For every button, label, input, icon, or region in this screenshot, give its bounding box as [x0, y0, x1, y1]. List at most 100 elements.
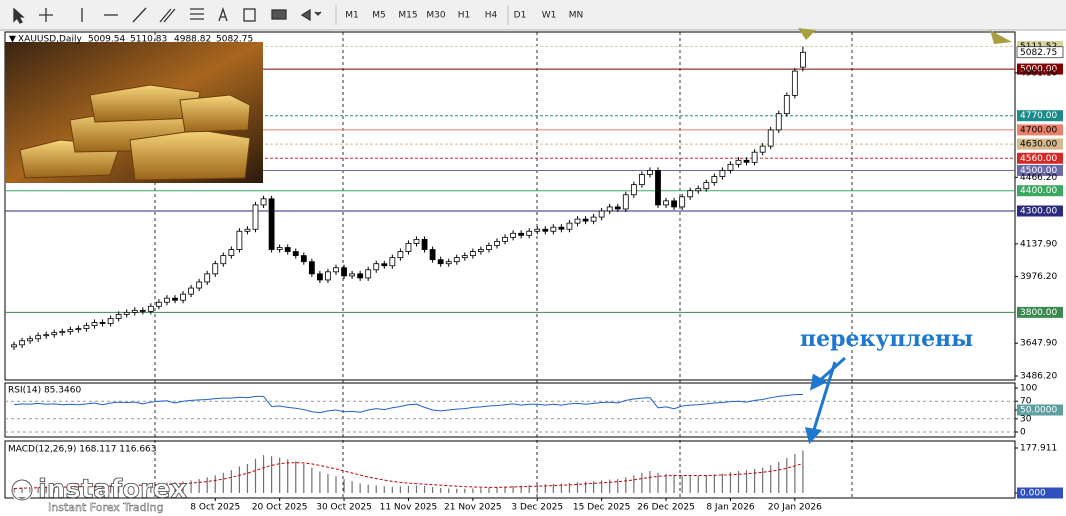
candle-body: [502, 236, 508, 242]
candle-body: [639, 174, 645, 186]
y-tick-label: 3976.20: [1020, 272, 1057, 282]
arrow-icon[interactable]: [300, 8, 322, 22]
candle-body: [630, 184, 637, 196]
candle-body: [486, 245, 492, 250]
candle-body: [735, 159, 742, 165]
candle-body: [526, 230, 533, 236]
macd-bar: [544, 484, 546, 493]
x-tick-label: 20 Oct 2025: [252, 503, 308, 513]
macd-bar: [351, 481, 353, 493]
candle-body: [453, 257, 460, 263]
candle-body: [534, 228, 541, 232]
candle-body: [655, 170, 661, 206]
y-tick-label: 4466.20: [1020, 173, 1057, 183]
macd-bar: [311, 467, 313, 493]
candle-body: [147, 305, 154, 312]
y-tick-label: 4137.90: [1020, 239, 1057, 249]
macd-bar: [633, 475, 635, 493]
candle-body: [244, 228, 251, 232]
candle-body: [429, 249, 436, 261]
candle-body: [11, 344, 17, 348]
macd-bar: [214, 475, 216, 493]
timeframe-button[interactable]: H1: [458, 11, 471, 21]
timeframe-button[interactable]: D1: [514, 11, 527, 21]
macd-bar: [158, 483, 160, 493]
macd-bar: [391, 486, 393, 493]
candle-body: [711, 176, 718, 184]
candle-body: [791, 70, 798, 96]
trendline-icon[interactable]: [132, 7, 147, 23]
macd-bar: [448, 488, 450, 493]
candle-body: [35, 335, 42, 340]
timeframe-button[interactable]: M1: [345, 11, 359, 21]
annotation-arrows: [804, 356, 846, 445]
cursor-icon[interactable]: [13, 7, 25, 24]
macd-bar: [697, 475, 699, 493]
timeframe-button[interactable]: W1: [542, 11, 557, 21]
timeframe-button[interactable]: MN: [569, 11, 584, 21]
candle-body: [687, 190, 694, 198]
candle-body: [397, 251, 404, 259]
candle-body: [671, 200, 677, 208]
level-box: [1017, 63, 1063, 75]
candle-body: [469, 251, 476, 257]
text-icon[interactable]: [218, 6, 228, 22]
macd-bar: [101, 485, 104, 493]
ohlc-close: 5082.75: [216, 35, 253, 45]
macd-bar: [705, 475, 707, 493]
candle-body: [51, 332, 58, 336]
candle-body: [164, 297, 170, 303]
x-tick-label: 21 Nov 2025: [444, 503, 502, 513]
candle-body: [695, 188, 702, 192]
candle-body: [461, 255, 468, 259]
watermark-brand: instaforex: [38, 475, 188, 505]
macd-bar: [166, 482, 168, 493]
macd-bar: [93, 485, 96, 493]
candle-body: [550, 226, 557, 232]
macd-bar: [134, 484, 136, 493]
candle-body: [413, 238, 420, 244]
macd-bar: [174, 482, 176, 493]
timeframe-button[interactable]: M5: [372, 11, 386, 21]
macd-bar: [37, 486, 39, 493]
crosshair-icon[interactable]: [39, 8, 53, 22]
candle-body: [19, 340, 25, 346]
rsi-title: RSI(14) 85.3460: [8, 386, 81, 396]
channel-icon[interactable]: [159, 8, 176, 23]
level-label: 4770.00: [1020, 111, 1057, 121]
macd-bar: [190, 480, 192, 493]
macd-bar: [754, 468, 756, 493]
timeframe-button[interactable]: M30: [426, 11, 445, 21]
candle-body: [494, 241, 500, 246]
fibo-icon[interactable]: [190, 8, 204, 20]
x-tick-label: 15 Dec 2025: [573, 503, 631, 513]
level-box: [1017, 138, 1063, 150]
candle-body: [357, 273, 364, 279]
candle-body: [510, 232, 517, 238]
toolbar: [0, 0, 1066, 30]
level-label: 4500.00: [1020, 166, 1057, 176]
level-label: 4300.00: [1020, 206, 1057, 216]
candle-body: [139, 309, 146, 312]
ohlc-low: 4988.82: [174, 35, 211, 45]
candle-body: [590, 216, 597, 222]
macd-bar: [536, 484, 538, 493]
level-label: 5000.00: [1020, 65, 1057, 75]
label-icon[interactable]: [243, 8, 256, 22]
level-box: [1017, 40, 1063, 52]
macd-bar: [254, 458, 257, 493]
x-tick-label: 11 Nov 2025: [380, 503, 438, 513]
macd-bar: [77, 486, 79, 493]
timeframe-button[interactable]: M15: [398, 11, 417, 21]
candle-body: [349, 273, 356, 277]
candle-body: [389, 257, 396, 267]
timeframe-button[interactable]: H4: [485, 11, 498, 21]
macd-bar: [681, 475, 683, 493]
x-tick-label: 8 Oct 2025: [190, 503, 240, 513]
annotation: перекуплены: [800, 326, 973, 352]
macd-bar: [657, 472, 659, 493]
macd-bar: [552, 483, 554, 493]
marks: [5, 46, 1015, 493]
rect-icon[interactable]: [271, 9, 287, 20]
